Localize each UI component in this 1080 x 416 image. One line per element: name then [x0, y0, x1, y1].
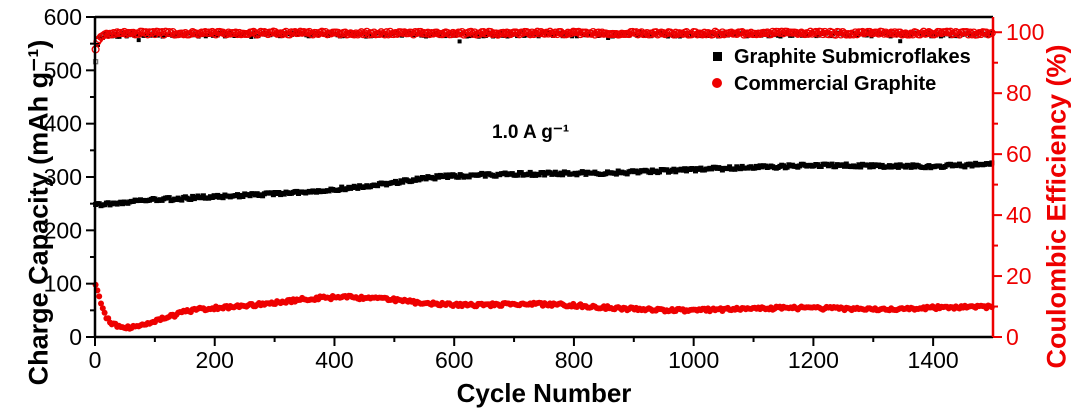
x-axis-title: Cycle Number [456, 378, 632, 408]
right-y-tick-label: 60 [1006, 141, 1032, 167]
series-black-capacity [93, 160, 995, 209]
right-y-tick-label: 40 [1006, 202, 1032, 228]
left-y-tick-label: 100 [44, 271, 82, 297]
left-y-tick-label: 200 [44, 217, 82, 243]
left-y-tick-label: 500 [44, 57, 82, 83]
series-red-efficiency [91, 27, 996, 54]
x-tick-label: 200 [196, 347, 234, 373]
x-tick-label: 1400 [908, 347, 959, 373]
x-tick-label: 0 [89, 347, 102, 373]
right-y-tick-label: 100 [1006, 19, 1044, 45]
x-tick-label: 1000 [668, 347, 719, 373]
x-tick-label: 600 [435, 347, 473, 373]
legend-label: Commercial Graphite [734, 72, 937, 95]
left-y-tick-label: 300 [44, 164, 82, 190]
black-square-marker-icon [700, 48, 734, 66]
x-tick-label: 400 [315, 347, 353, 373]
legend-item-graphite-submicroflakes: Graphite Submicroflakes [700, 45, 971, 69]
current-density-annotation: 1.0 A g⁻¹ [492, 122, 570, 143]
legend-label: Graphite Submicroflakes [734, 45, 971, 68]
right-y-tick-label: 20 [1006, 263, 1032, 289]
left-y-axis-title: Charge Capacity (mAh g⁻¹) [23, 39, 54, 386]
series-red-capacity [92, 281, 995, 332]
x-tick-label: 1200 [788, 347, 839, 373]
left-y-tick-label: 0 [69, 324, 82, 350]
right-y-tick-label: 0 [1006, 324, 1019, 350]
right-y-axis-title: Coulombic Efficiency (%) [1041, 44, 1072, 369]
left-y-tick-label: 400 [44, 111, 82, 137]
legend-item-commercial-graphite: Commercial Graphite [700, 72, 971, 96]
right-y-tick-label: 80 [1006, 80, 1032, 106]
x-tick-label: 800 [555, 347, 593, 373]
red-circle-marker-icon [700, 75, 734, 93]
left-y-tick-label: 600 [44, 4, 82, 30]
legend: Graphite Submicroflakes Commercial Graph… [700, 45, 971, 96]
